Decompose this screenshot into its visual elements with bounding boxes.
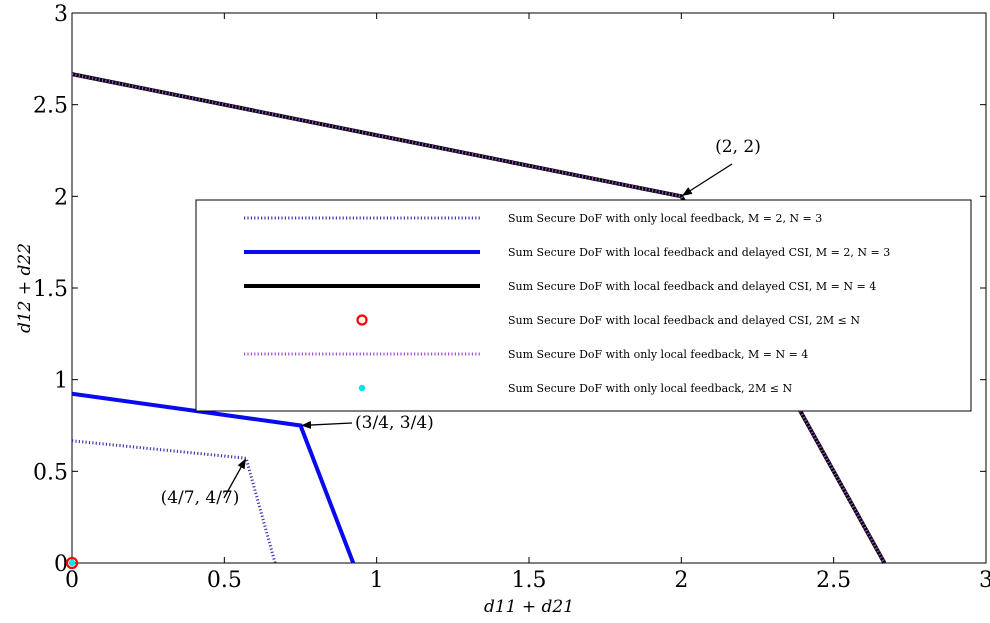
x-tick-label: 0 — [65, 568, 79, 593]
series-marker-cyan — [68, 559, 76, 567]
y-tick-label: 1.5 — [33, 277, 68, 302]
y-tick-label: 0.5 — [33, 460, 68, 485]
y-tick-label: 2.5 — [33, 94, 68, 119]
y-tick-label: 3 — [54, 2, 68, 27]
legend-swatch — [356, 314, 368, 326]
x-tick-label: 2 — [674, 568, 688, 593]
legend-box — [195, 199, 972, 412]
x-tick-label: 3 — [979, 568, 990, 593]
legend-entry: Sum Secure DoF with local feedback and d… — [508, 246, 890, 259]
x-tick-label: 1.5 — [512, 568, 547, 593]
y-tick-label: 2 — [54, 185, 68, 210]
legend-entry: Sum Secure DoF with only local feedback,… — [508, 212, 822, 225]
series-line — [71, 391, 356, 564]
annotation-arrow — [301, 420, 353, 429]
legend-entry: Sum Secure DoF with local feedback and d… — [508, 314, 860, 327]
annotation-label: (3/4, 3/4) — [355, 413, 434, 433]
series-line — [71, 72, 887, 564]
annotation-arrow — [682, 163, 733, 196]
legend-entry: Sum Secure DoF with local feedback and d… — [508, 280, 876, 293]
x-tick-label: 2.5 — [816, 568, 851, 593]
x-tick-label: 1 — [370, 568, 384, 593]
annotation-label: (2, 2) — [715, 137, 761, 157]
legend-swatch — [358, 384, 366, 392]
series-line — [71, 439, 277, 564]
x-tick-label: 0.5 — [207, 568, 242, 593]
series-marker-red — [65, 556, 79, 570]
y-tick-label: 1 — [54, 369, 68, 394]
legend-entry: Sum Secure DoF with only local feedback,… — [508, 382, 792, 395]
annotation-label: (4/7, 4/7) — [161, 488, 240, 508]
y-tick-label: 0 — [54, 552, 68, 577]
x-axis-label: d11 + d21 — [484, 597, 574, 617]
y-axis-label: d12 + d22 — [15, 243, 35, 333]
annotation-arrow — [223, 458, 246, 499]
legend-entry: Sum Secure DoF with only local feedback,… — [508, 348, 808, 361]
